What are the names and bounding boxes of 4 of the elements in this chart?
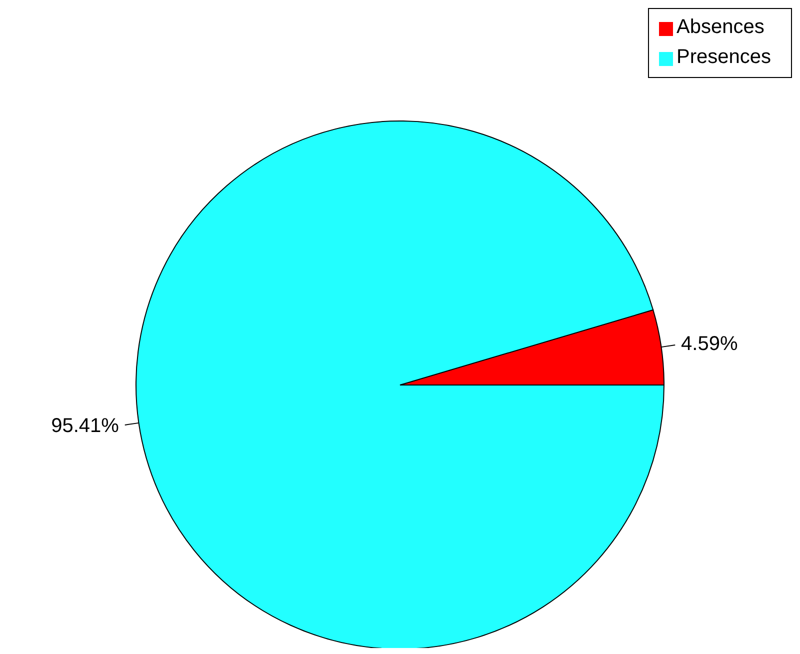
legend-label: Presences (676, 46, 771, 68)
data-label: 95.41% (51, 414, 120, 437)
legend-label: Absences (676, 16, 764, 38)
data-label: 4.59% (681, 333, 738, 356)
